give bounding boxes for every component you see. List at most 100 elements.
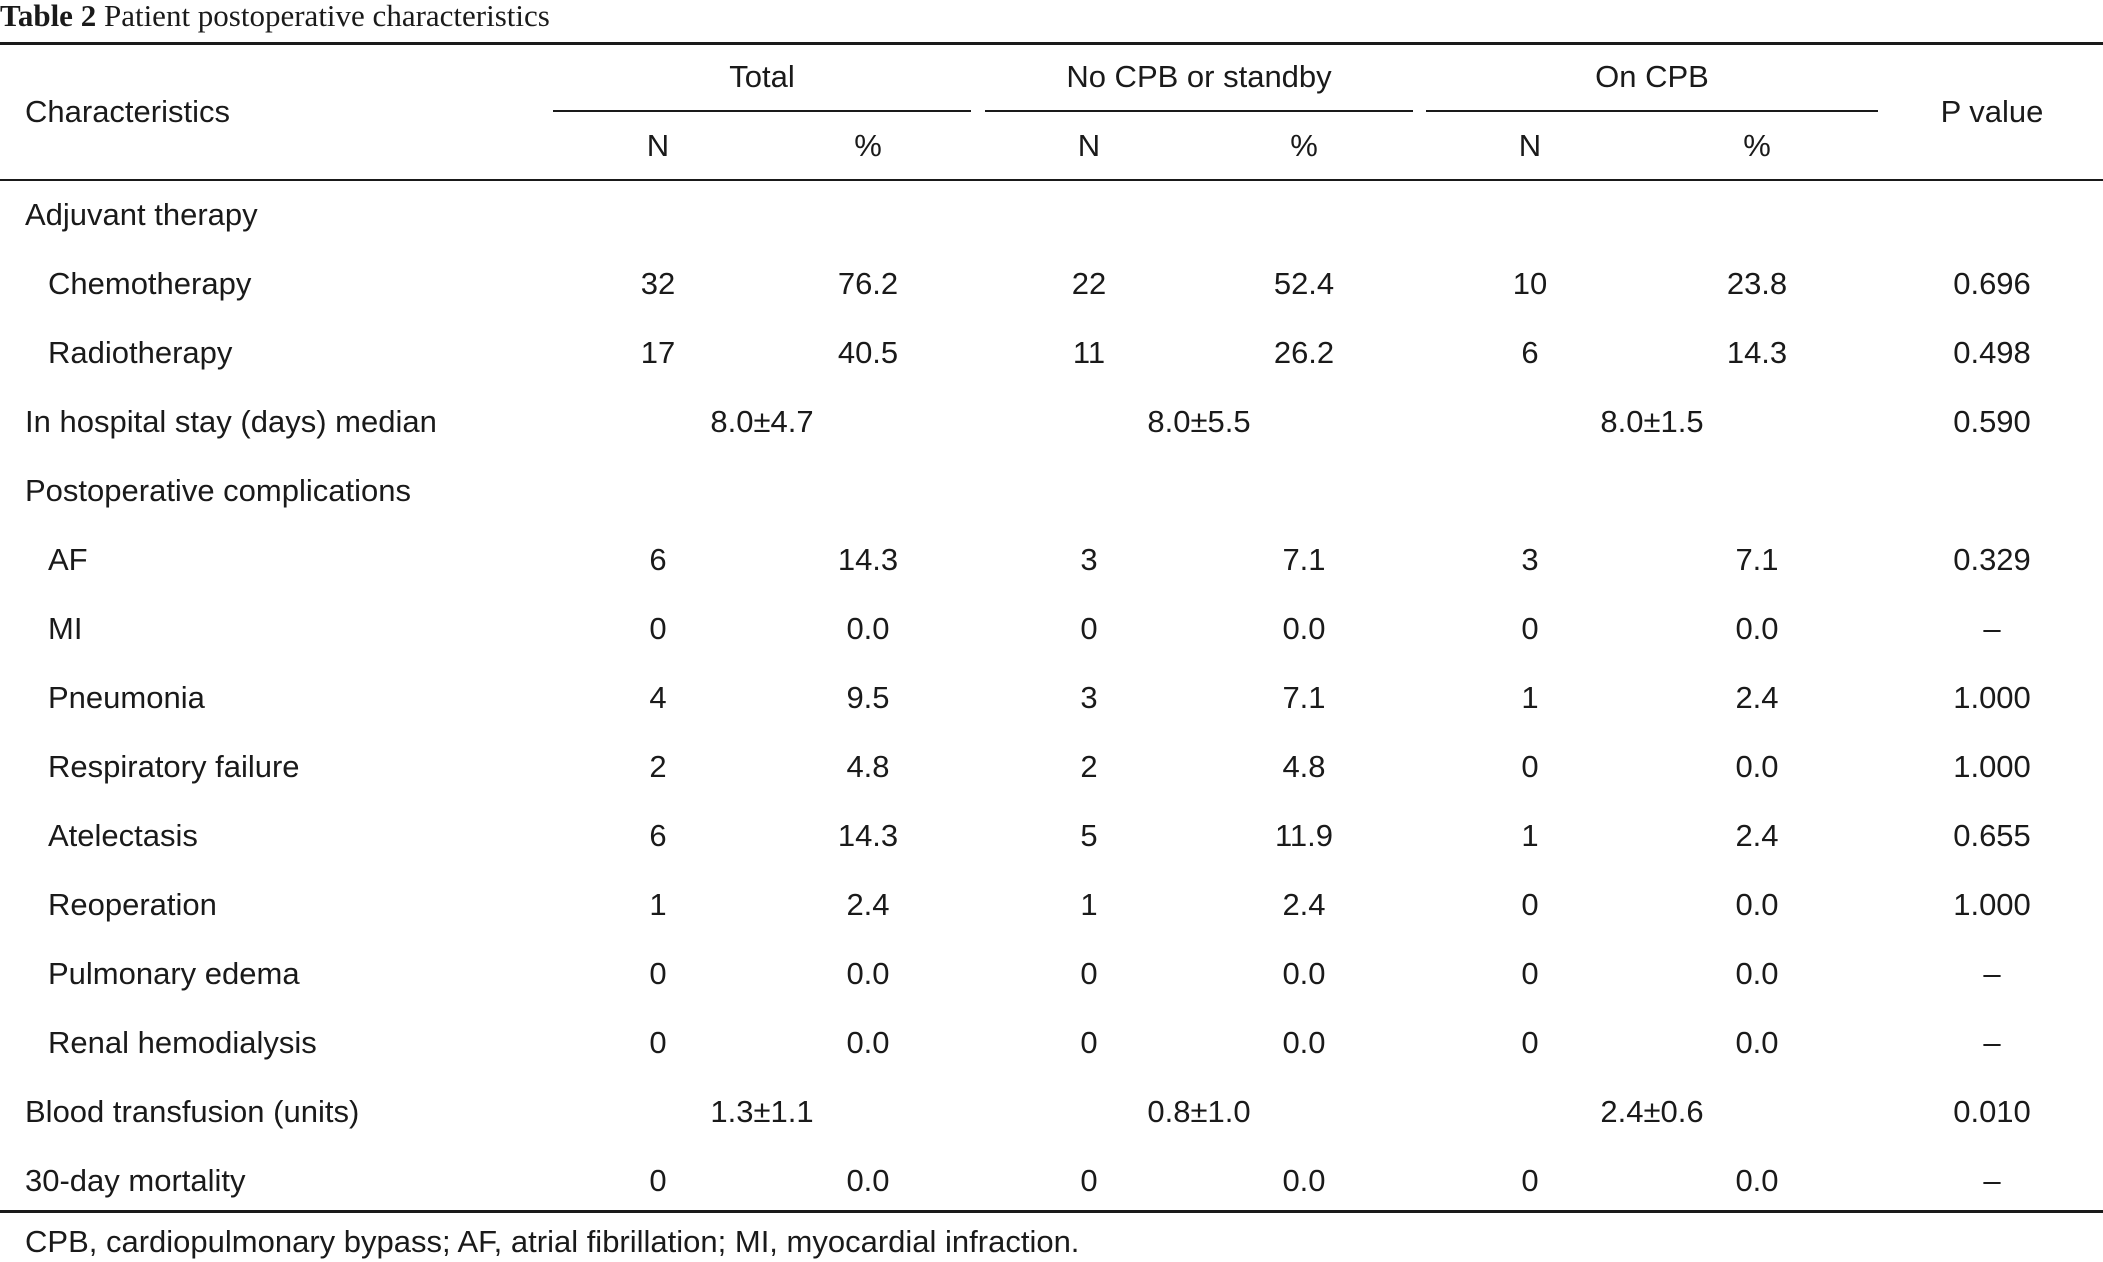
- table-row: 30-day mortality 0 0.0 0 0.0 0 0.0 –: [0, 1147, 2103, 1216]
- bottom-rule: [0, 1210, 2103, 1213]
- cell-p-value: 0.498: [1953, 335, 2031, 370]
- cell-total-n: 32: [640, 266, 676, 301]
- cell-nocpb-n: 0: [1080, 1025, 1098, 1060]
- cell-nocpb-pct: 26.2: [1273, 335, 1335, 370]
- header-group-no-cpb: No CPB or standby: [1066, 59, 1332, 94]
- cell-oncpb-pct: 0.0: [1735, 749, 1779, 784]
- row-label: Pulmonary edema: [48, 956, 300, 991]
- header-group-on-cpb: On CPB: [1595, 59, 1709, 94]
- cell-total-pct: 14.3: [837, 818, 899, 853]
- table-row: Renal hemodialysis 0 0.0 0 0.0 0 0.0 –: [0, 1009, 2103, 1078]
- row-label: Respiratory failure: [48, 749, 300, 784]
- row-label: Renal hemodialysis: [48, 1025, 317, 1060]
- cell-oncpb-n: 0: [1521, 611, 1539, 646]
- cell-nocpb-pct: 7.1: [1282, 680, 1326, 715]
- cell-nocpb-pct: 52.4: [1273, 266, 1335, 301]
- cell-oncpb-merged: 2.4±0.6: [1600, 1094, 1704, 1129]
- cell-total-pct: 14.3: [837, 542, 899, 577]
- cell-nocpb-n: 0: [1080, 956, 1098, 991]
- table-row: MI 0 0.0 0 0.0 0 0.0 –: [0, 595, 2103, 664]
- cell-nocpb-n: 3: [1080, 542, 1098, 577]
- cell-nocpb-merged: 8.0±5.5: [1147, 404, 1251, 439]
- cell-p-value: 1.000: [1953, 887, 2031, 922]
- cell-nocpb-n: 22: [1071, 266, 1107, 301]
- cell-oncpb-n: 1: [1521, 818, 1539, 853]
- cell-nocpb-pct: 2.4: [1282, 887, 1326, 922]
- cell-p-value: 1.000: [1953, 680, 2031, 715]
- table-row: Postoperative complications: [0, 457, 2103, 526]
- cell-total-merged: 8.0±4.7: [710, 404, 814, 439]
- cell-oncpb-n: 6: [1521, 335, 1539, 370]
- table-row: Respiratory failure 2 4.8 2 4.8 0 0.0 1.…: [0, 733, 2103, 802]
- table-row: Pulmonary edema 0 0.0 0 0.0 0 0.0 –: [0, 940, 2103, 1009]
- row-label: AF: [48, 542, 88, 577]
- row-label: Blood transfusion (units): [25, 1094, 360, 1129]
- cell-nocpb-n: 11: [1072, 335, 1106, 370]
- cell-oncpb-pct: 0.0: [1735, 956, 1779, 991]
- cell-oncpb-merged: 8.0±1.5: [1600, 404, 1704, 439]
- cell-oncpb-pct: 0.0: [1735, 1025, 1779, 1060]
- cell-nocpb-pct: 0.0: [1282, 1163, 1326, 1198]
- row-label: MI: [48, 611, 83, 646]
- cell-nocpb-n: 1: [1080, 887, 1098, 922]
- table-caption-text: Patient postoperative characteristics: [103, 0, 550, 33]
- cell-nocpb-n: 0: [1080, 1163, 1098, 1198]
- group-rule-total: [553, 110, 971, 112]
- cell-total-pct: 9.5: [846, 680, 890, 715]
- cell-nocpb-pct: 11.9: [1274, 818, 1334, 853]
- table-row: Reoperation 1 2.4 1 2.4 0 0.0 1.000: [0, 871, 2103, 940]
- cell-total-pct: 40.5: [837, 335, 899, 370]
- cell-p-value: 0.655: [1953, 818, 2031, 853]
- cell-oncpb-n: 0: [1521, 1025, 1539, 1060]
- cell-oncpb-n: 10: [1512, 266, 1548, 301]
- cell-oncpb-pct: 2.4: [1735, 818, 1779, 853]
- table-row: AF 6 14.3 3 7.1 3 7.1 0.329: [0, 526, 2103, 595]
- cell-total-n: 6: [649, 818, 667, 853]
- cell-total-n: 2: [649, 749, 667, 784]
- table-row: Adjuvant therapy: [0, 181, 2103, 250]
- table-caption-label: Table 2: [0, 0, 97, 33]
- cell-total-n: 4: [649, 680, 667, 715]
- cell-oncpb-pct: 0.0: [1735, 611, 1779, 646]
- cell-nocpb-pct: 0.0: [1282, 1025, 1326, 1060]
- table-row: Blood transfusion (units) 1.3±1.1 0.8±1.…: [0, 1078, 2103, 1147]
- cell-total-pct: 2.4: [846, 887, 890, 922]
- cell-oncpb-n: 0: [1521, 956, 1539, 991]
- cell-oncpb-n: 1: [1521, 680, 1539, 715]
- cell-oncpb-n: 0: [1521, 1163, 1539, 1198]
- row-label: Adjuvant therapy: [25, 197, 258, 232]
- cell-p-value: 0.010: [1953, 1094, 2031, 1129]
- table-row: Radiotherapy 17 40.5 11 26.2 6 14.3 0.49…: [0, 319, 2103, 388]
- table-caption: Table 2 Patient postoperative characteri…: [0, 0, 550, 38]
- cell-p-value: –: [1983, 1025, 2001, 1060]
- row-label: Atelectasis: [48, 818, 198, 853]
- header-characteristics: Characteristics: [25, 94, 230, 129]
- cell-oncpb-pct: 0.0: [1735, 887, 1779, 922]
- header-group-total: Total: [729, 59, 795, 94]
- header-sub-percent: %: [1290, 128, 1318, 163]
- row-label: 30-day mortality: [25, 1163, 246, 1198]
- cell-total-n: 0: [649, 611, 667, 646]
- table-row: In hospital stay (days) median 8.0±4.7 8…: [0, 388, 2103, 457]
- cell-total-n: 6: [649, 542, 667, 577]
- cell-total-pct: 76.2: [837, 266, 899, 301]
- cell-oncpb-pct: 0.0: [1735, 1163, 1779, 1198]
- cell-total-pct: 0.0: [846, 1163, 890, 1198]
- header-sub-percent: %: [1743, 128, 1771, 163]
- row-label: Pneumonia: [48, 680, 205, 715]
- table-row: Atelectasis 6 14.3 5 11.9 1 2.4 0.655: [0, 802, 2103, 871]
- cell-total-pct: 0.0: [846, 956, 890, 991]
- cell-total-pct: 0.0: [846, 611, 890, 646]
- header-rule: [0, 179, 2103, 181]
- cell-oncpb-pct: 23.8: [1726, 266, 1788, 301]
- cell-total-n: 1: [649, 887, 667, 922]
- cell-total-merged: 1.3±1.1: [710, 1094, 814, 1129]
- cell-p-value: 0.590: [1953, 404, 2031, 439]
- row-label: Reoperation: [48, 887, 217, 922]
- cell-p-value: –: [1983, 1163, 2001, 1198]
- cell-p-value: 0.696: [1953, 266, 2031, 301]
- row-label: In hospital stay (days) median: [25, 404, 437, 439]
- cell-nocpb-pct: 4.8: [1282, 749, 1326, 784]
- row-label: Postoperative complications: [25, 473, 411, 508]
- cell-oncpb-n: 0: [1521, 749, 1539, 784]
